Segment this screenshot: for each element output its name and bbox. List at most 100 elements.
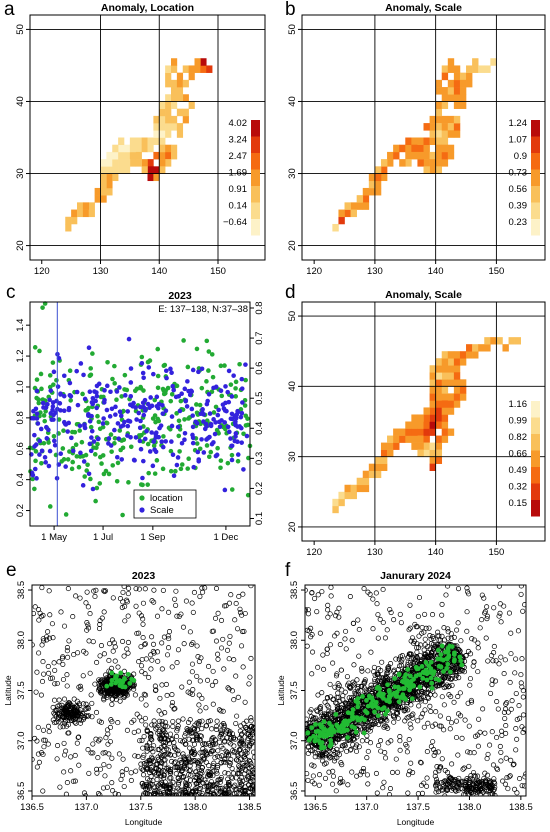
event-point — [180, 774, 187, 780]
event-point — [438, 723, 444, 729]
heat-cell — [441, 414, 449, 422]
event-point — [109, 701, 115, 707]
y-right-tick-label: 0.7 — [254, 331, 265, 344]
Scale-point — [82, 396, 88, 402]
event-point — [456, 647, 462, 653]
location-point — [94, 485, 100, 491]
event-point — [222, 756, 228, 762]
event-point — [344, 674, 350, 680]
heat-cell — [466, 344, 473, 352]
event-point — [203, 751, 209, 757]
event-point — [305, 643, 310, 649]
event-point — [35, 751, 41, 757]
heat-cell — [441, 115, 449, 124]
event-point — [38, 614, 44, 620]
event-point — [121, 585, 127, 590]
event-point — [185, 719, 192, 725]
event-point — [455, 620, 461, 626]
Scale-point — [160, 403, 165, 408]
event-point — [179, 765, 185, 771]
Scale-point — [190, 367, 196, 373]
location-point — [168, 468, 174, 474]
event-point — [145, 765, 151, 771]
Scale-point — [39, 448, 45, 454]
event-point — [45, 663, 51, 670]
event-point — [449, 675, 455, 681]
heat-cell — [332, 505, 339, 514]
location-point — [242, 403, 248, 408]
Scale-point — [50, 404, 56, 409]
heat-cell — [496, 337, 503, 345]
event-point — [359, 738, 365, 744]
heat-cell — [71, 209, 78, 218]
event-point — [194, 720, 200, 726]
y-tick-label: 38.0 — [16, 631, 27, 650]
event-point — [233, 600, 239, 607]
heat-cell — [441, 130, 449, 138]
event-point — [514, 790, 520, 796]
Scale-point — [140, 370, 146, 376]
event-point — [353, 748, 360, 754]
event-point — [462, 792, 468, 796]
event-point — [508, 706, 514, 712]
event-point — [250, 739, 255, 745]
heat-cell — [459, 87, 467, 95]
Scale-point — [211, 440, 216, 445]
heat-cell — [435, 137, 443, 146]
event-point — [431, 752, 437, 758]
heat-cell — [171, 58, 178, 66]
heat-cell — [344, 202, 351, 210]
event-point — [375, 671, 381, 677]
Scale-point — [77, 423, 83, 429]
event-point — [466, 779, 472, 785]
event-point — [32, 610, 37, 617]
location-point — [177, 449, 182, 454]
event-point — [190, 725, 196, 731]
event-point — [239, 628, 245, 635]
legend-swatch — [531, 401, 540, 418]
event-point — [105, 741, 111, 747]
Scale-point — [144, 428, 149, 434]
event-point — [159, 753, 165, 759]
heat-cell — [176, 94, 184, 102]
heat-cell — [159, 159, 166, 167]
event-point — [224, 735, 230, 741]
event-point — [155, 789, 161, 795]
event-point — [248, 715, 254, 721]
heat-cell — [159, 137, 166, 146]
event-point — [34, 764, 40, 770]
event-point — [504, 700, 510, 706]
location-point — [104, 420, 109, 426]
legend-label: 1.16 — [509, 399, 528, 410]
heat-cell — [423, 449, 430, 457]
heat-cell — [368, 463, 376, 472]
event-point — [448, 676, 454, 683]
heat-cell — [466, 72, 473, 81]
event-point — [491, 776, 497, 782]
event-point — [151, 718, 157, 724]
event-point — [86, 770, 92, 776]
Scale-point — [229, 457, 235, 463]
Scale-point — [46, 427, 51, 433]
event-point — [224, 749, 230, 755]
event-point — [233, 720, 239, 727]
event-point — [148, 754, 155, 760]
event-point — [189, 600, 195, 606]
heat-cell — [405, 144, 412, 153]
location-point — [176, 433, 182, 439]
Scale-point — [148, 395, 153, 400]
event-point — [133, 603, 139, 609]
location-point — [87, 373, 93, 378]
event-point — [384, 667, 390, 674]
event-point — [213, 723, 219, 729]
event-point — [209, 736, 215, 742]
event-point — [464, 585, 470, 591]
x-tick-label: 120 — [306, 266, 322, 277]
event-point — [211, 792, 217, 796]
event-point — [77, 683, 83, 689]
event-point — [248, 718, 254, 724]
event-point — [488, 690, 494, 696]
heat-cell — [368, 470, 376, 479]
event-point — [174, 613, 180, 619]
event-point — [380, 586, 386, 593]
